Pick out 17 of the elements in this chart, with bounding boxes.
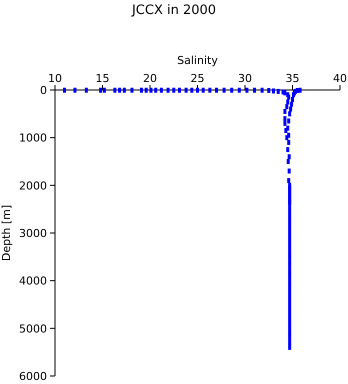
x-tick-label: 40 <box>333 72 347 85</box>
y-tick-label: 1000 <box>19 132 47 145</box>
x-tick-label: 35 <box>286 72 300 85</box>
y-tick-label: 2000 <box>19 179 47 192</box>
y-axis-title: Depth [m] <box>0 204 13 262</box>
y-tick-label: 5000 <box>19 322 47 336</box>
y-tick-label: 4000 <box>19 274 47 288</box>
y-tick-label: 6000 <box>19 370 47 383</box>
x-tick-label: 15 <box>96 72 110 85</box>
x-tick-label: 10 <box>48 72 62 85</box>
x-tick-label: 30 <box>238 72 252 85</box>
chart-title: JCCX in 2000 <box>130 3 216 18</box>
x-axis-title: Salinity <box>177 54 218 67</box>
x-tick-label: 25 <box>190 72 204 85</box>
x-tick-label: 20 <box>143 72 157 85</box>
y-tick-label: 0 <box>40 84 47 97</box>
y-tick-label: 3000 <box>19 227 47 240</box>
